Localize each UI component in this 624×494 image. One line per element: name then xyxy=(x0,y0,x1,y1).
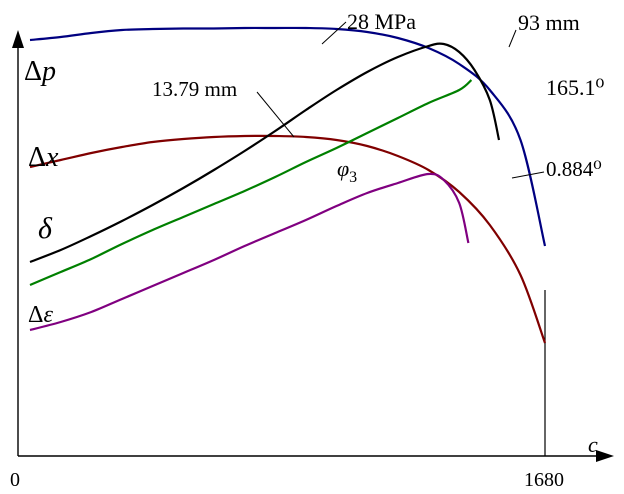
x-axis-arrow xyxy=(596,450,614,462)
leader-0-884 xyxy=(511,171,545,179)
leader-93mm xyxy=(508,29,517,48)
annotation-28mpa: 28 MPa xyxy=(347,9,416,34)
leader-13-79mm xyxy=(256,91,295,138)
annotation-leaders xyxy=(256,21,545,179)
annotation-0-884: 0.884⁰ xyxy=(546,157,602,181)
label-delta-small: δ xyxy=(38,212,53,245)
annotation-13-79mm: 13.79 mm xyxy=(152,77,237,101)
leader-28mpa xyxy=(321,21,347,45)
label-phi3-sub: 3 xyxy=(349,169,357,186)
label-phi3-var: φ xyxy=(337,156,349,181)
label-delta-p-delta: Δ xyxy=(24,56,42,87)
label-delta-epsilon-delta: Δ xyxy=(28,302,43,328)
label-delta-x: Δx xyxy=(28,142,59,173)
axes: 0 1680 c xyxy=(10,30,614,491)
label-delta-x-delta: Δ xyxy=(28,142,46,173)
series-lines xyxy=(29,26,547,344)
x-axis-label: c xyxy=(588,432,598,457)
series-line-0 xyxy=(29,26,547,247)
label-delta-p-var: p xyxy=(40,56,56,87)
y-axis-arrow xyxy=(12,30,24,48)
annotation-93mm: 93 mm xyxy=(518,10,580,35)
label-phi3: φ3 xyxy=(337,156,357,186)
x-tick-label-1680: 1680 xyxy=(524,469,564,491)
series-line-2 xyxy=(29,42,501,264)
series-line-1 xyxy=(29,134,547,344)
series-line-4 xyxy=(29,172,470,332)
label-delta-epsilon: Δε xyxy=(28,302,53,328)
label-delta-epsilon-var: ε xyxy=(43,302,53,328)
x-tick-label-0: 0 xyxy=(10,469,20,491)
annotations: 28 MPa 13.79 mm 93 mm 165.1⁰ 0.884⁰ xyxy=(152,9,605,181)
series-line-3 xyxy=(29,79,473,287)
label-delta-p: Δp xyxy=(24,56,56,87)
series-labels: Δp Δx δ Δε φ3 xyxy=(24,56,357,328)
label-delta-x-var: x xyxy=(45,142,59,173)
annotation-165-1: 165.1⁰ xyxy=(546,75,605,100)
